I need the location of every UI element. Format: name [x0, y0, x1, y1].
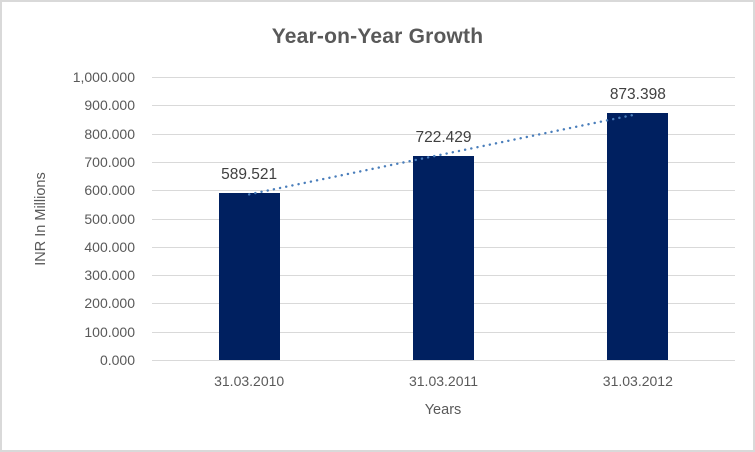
y-tick-label: 600.000 — [84, 182, 135, 199]
y-tick-label: 500.000 — [84, 210, 135, 227]
bar-data-label: 722.429 — [415, 128, 472, 146]
gridline — [152, 133, 735, 135]
bar — [607, 112, 669, 360]
gridline — [152, 105, 735, 107]
x-axis-title: Years — [424, 402, 462, 418]
gridline — [152, 77, 735, 78]
y-tick-label: 700.000 — [84, 153, 135, 170]
y-tick-label: 0.000 — [99, 352, 135, 368]
y-tick-label: 200.000 — [84, 295, 135, 312]
chart-title: Year-on-Year Growth — [271, 25, 484, 48]
trendline-svg — [247, 112, 640, 196]
y-tick-label: 400.000 — [84, 238, 135, 255]
x-tick-label: 31.03.2011 — [408, 373, 479, 389]
y-tick-label: 100.000 — [84, 323, 135, 340]
x-tick-label: 31.03.2012 — [602, 373, 673, 389]
gridline — [152, 360, 735, 361]
y-tick-label: 900.000 — [84, 97, 135, 114]
y-tick-label: 1,000.000 — [72, 69, 135, 85]
y-tick-label: 800.000 — [84, 125, 135, 142]
y-tick-label: 300.000 — [84, 267, 135, 284]
bar-data-label: 589.521 — [221, 166, 278, 184]
x-tick-label: 31.03.2010 — [214, 373, 285, 389]
bar — [413, 155, 474, 360]
plot-area: 589.521 722.429 873.398 — [152, 77, 735, 361]
bar-data-label: 873.398 — [609, 85, 666, 103]
bar — [218, 193, 280, 360]
